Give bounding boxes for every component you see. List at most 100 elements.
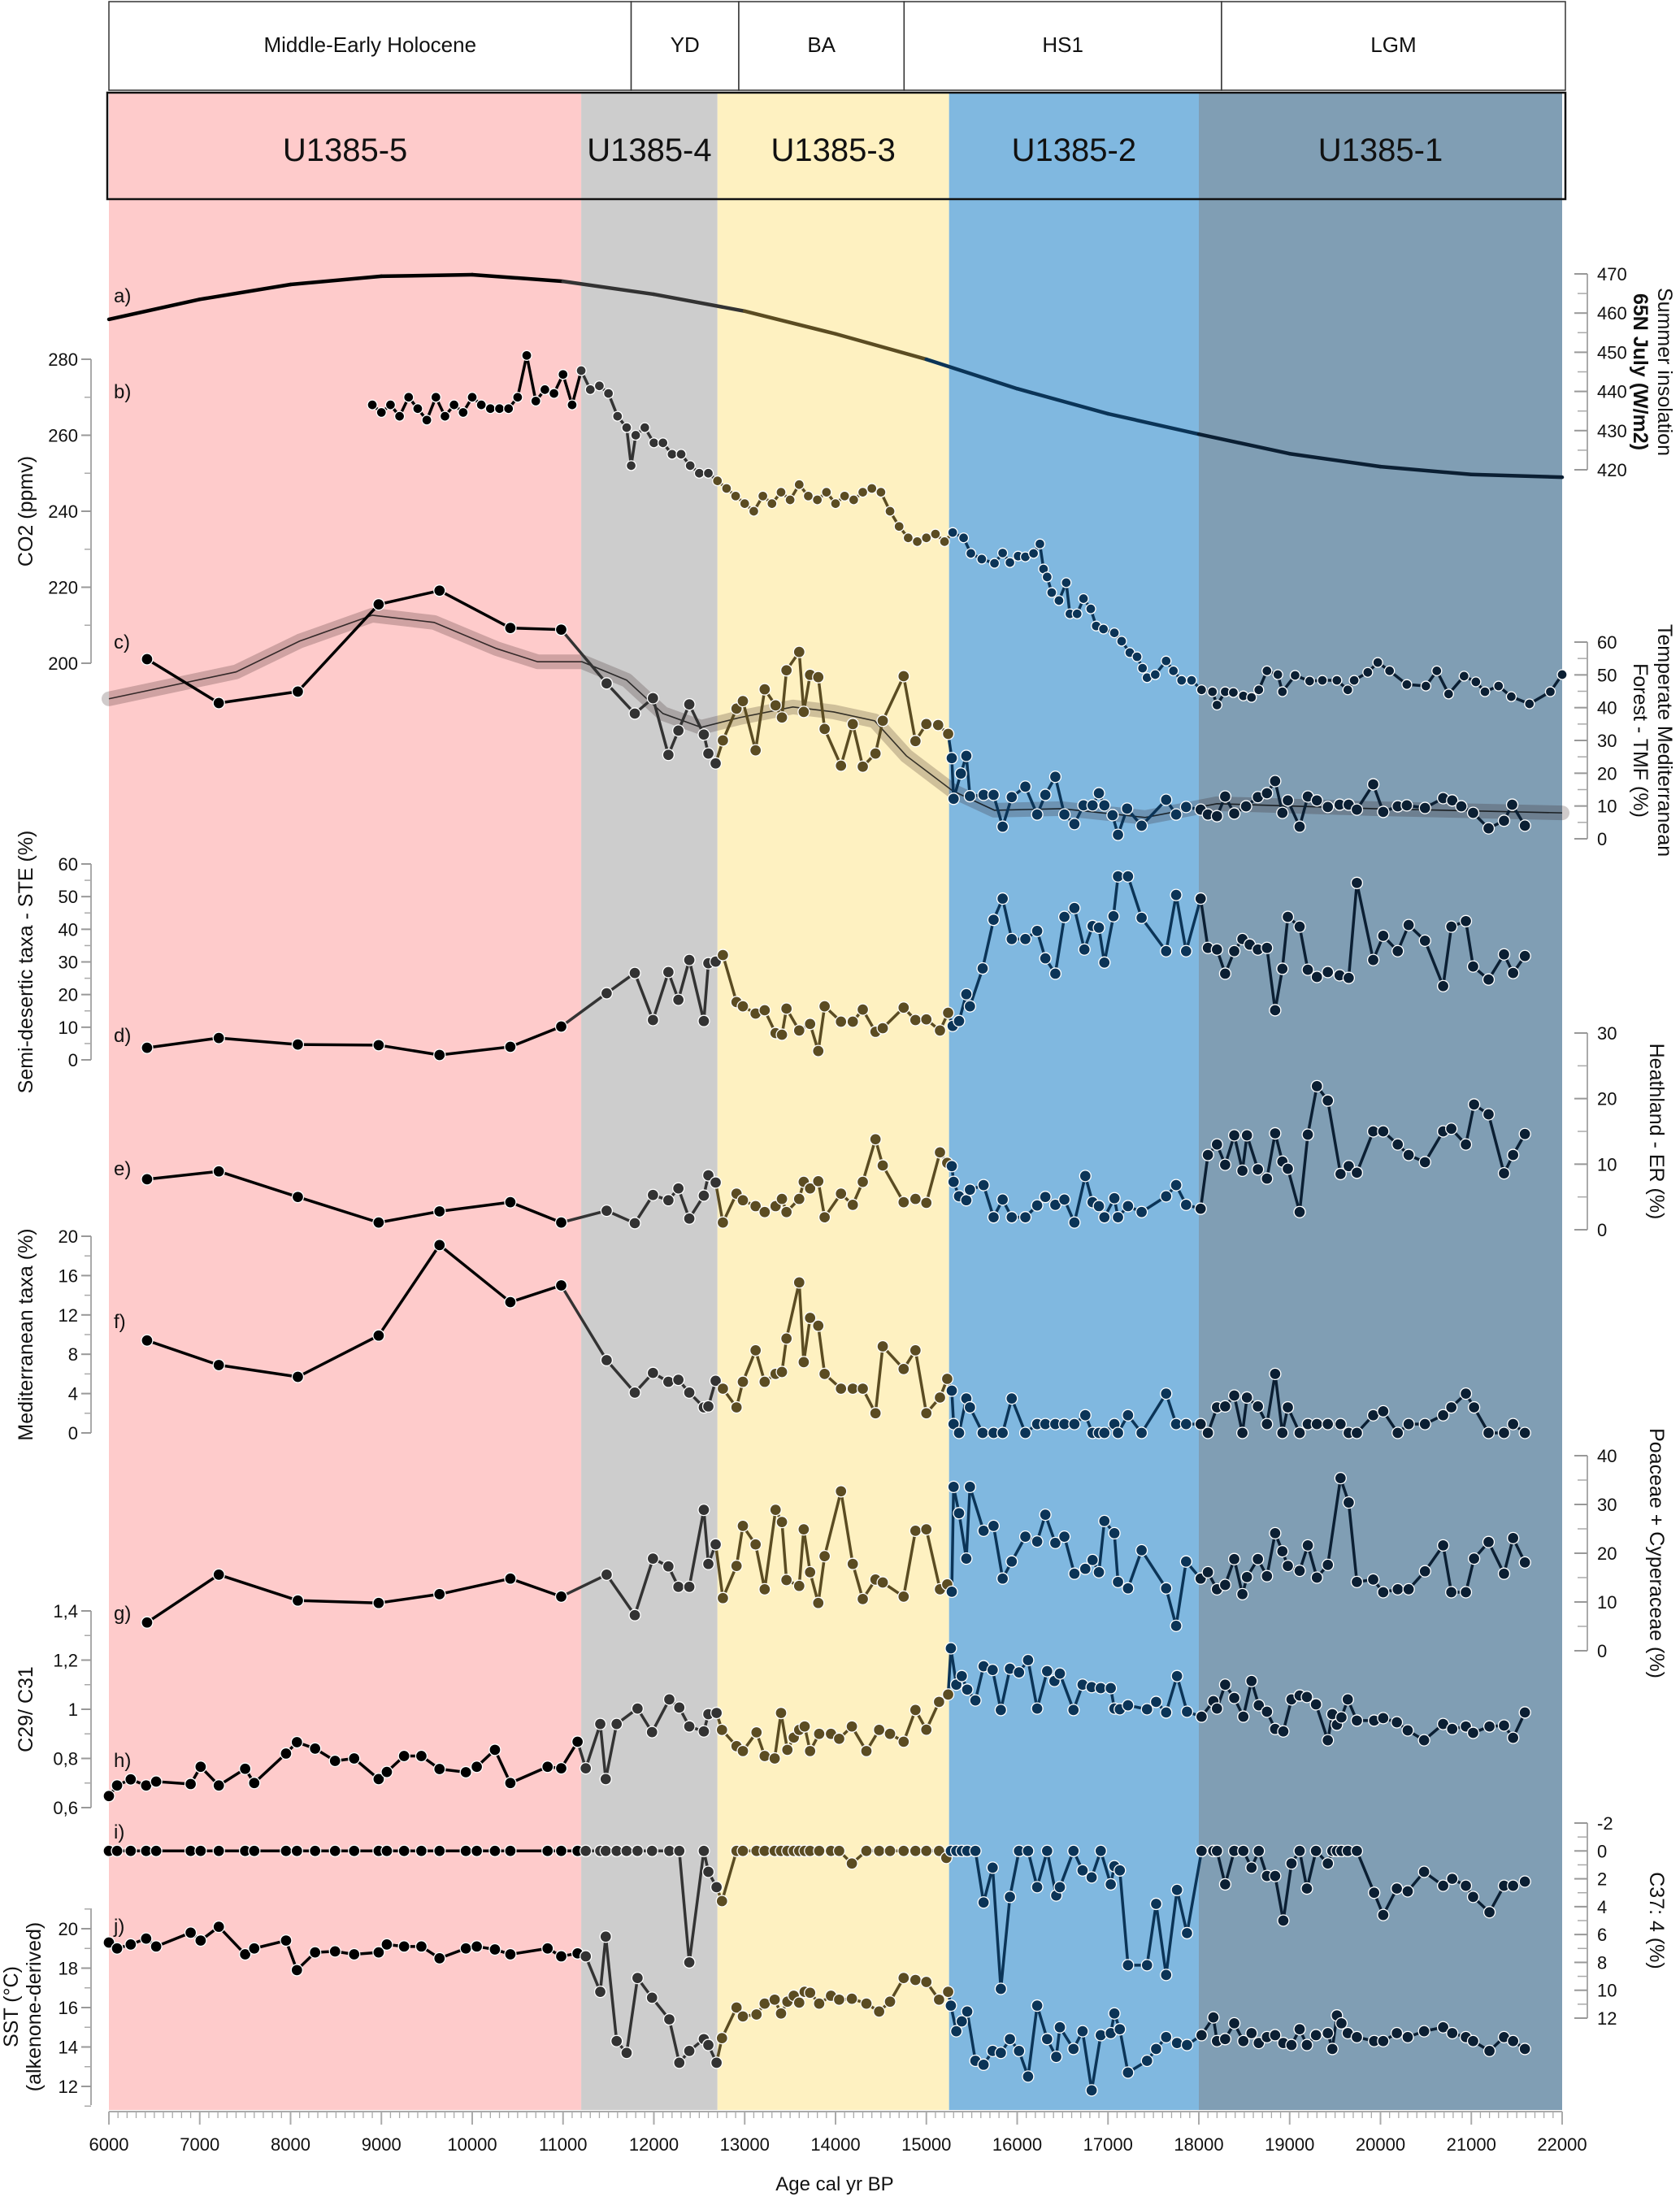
data-point — [1135, 1543, 1148, 1557]
period-label: Middle-Early Holocene — [264, 33, 477, 57]
data-point — [775, 2007, 788, 2020]
data-point — [646, 1552, 660, 1565]
data-point — [1455, 800, 1468, 813]
series-e-segment — [438, 1200, 512, 1213]
data-point — [630, 429, 641, 441]
series-h-segment — [946, 1647, 953, 1696]
data-point — [433, 1762, 446, 1776]
series-e-segment — [1265, 1131, 1277, 1180]
data-point — [504, 1777, 517, 1790]
data-point — [393, 410, 406, 422]
tick-label: 1,2 — [53, 1651, 78, 1671]
data-point — [1350, 1714, 1364, 1727]
data-point — [1366, 1573, 1380, 1587]
data-point — [932, 1695, 946, 1708]
period-box — [630, 1, 740, 91]
data-point — [1276, 1544, 1289, 1558]
data-point — [124, 1844, 137, 1857]
series-h-segment — [253, 1752, 288, 1785]
data-point — [883, 1844, 896, 1857]
panel-label-b: b) — [114, 381, 131, 403]
data-point — [504, 1572, 517, 1585]
data-point — [348, 1844, 361, 1857]
data-point — [1240, 1570, 1253, 1584]
data-point — [813, 1844, 826, 1857]
panel-label-e: e) — [114, 1158, 131, 1180]
data-point — [1179, 801, 1193, 814]
data-point — [1466, 1726, 1480, 1739]
series-a-segment — [1015, 386, 1110, 416]
data-point — [996, 820, 1009, 833]
data-point — [749, 1344, 762, 1357]
data-point — [1218, 1678, 1232, 1691]
data-point — [1301, 1539, 1314, 1552]
data-point — [960, 1194, 973, 1207]
data-point — [1261, 665, 1273, 676]
data-point — [1285, 2038, 1298, 2051]
data-point — [1239, 800, 1252, 813]
tick-label: 40 — [1597, 1446, 1617, 1466]
data-point — [846, 1557, 859, 1570]
series-d-segment — [438, 1045, 512, 1057]
data-point — [150, 1844, 163, 1857]
data-point — [1078, 943, 1091, 956]
data-point — [1459, 1586, 1473, 1599]
series-e-segment — [1464, 1103, 1476, 1146]
data-point — [856, 1003, 870, 1016]
data-point — [893, 521, 905, 532]
data-point — [1335, 2016, 1348, 2030]
data-point — [1436, 979, 1450, 992]
data-point — [600, 987, 614, 1000]
data-point — [1227, 1552, 1241, 1565]
data-point — [541, 1844, 554, 1857]
data-point — [280, 1844, 293, 1857]
data-point — [648, 437, 660, 449]
tick-label: 0 — [1597, 1220, 1607, 1240]
x-tick-label: 21000 — [1447, 2134, 1496, 2155]
data-point — [1289, 670, 1301, 681]
data-point — [1180, 1926, 1194, 1940]
data-point — [1104, 1878, 1118, 1891]
data-point — [238, 1947, 252, 1961]
data-point — [1377, 2034, 1390, 2047]
series-h-segment — [1165, 1674, 1179, 1714]
data-point — [212, 1844, 225, 1857]
data-point — [949, 2025, 963, 2038]
data-point — [933, 1024, 947, 1037]
period-box — [1221, 1, 1566, 91]
data-point — [941, 727, 955, 740]
series-j-segment — [598, 1934, 608, 1994]
data-point — [1140, 1703, 1153, 1716]
data-point — [348, 1947, 361, 1961]
data-point — [1135, 911, 1148, 924]
data-point — [212, 1358, 225, 1372]
data-point — [631, 1702, 645, 1715]
data-point — [1109, 627, 1120, 639]
data-point — [709, 1176, 723, 1189]
data-point — [372, 1039, 385, 1052]
data-point — [1482, 822, 1496, 835]
data-point — [1459, 1879, 1473, 1892]
tick-label: 14 — [59, 2038, 78, 2058]
data-point — [701, 1865, 715, 1878]
data-point — [860, 1844, 873, 1857]
series-h-segment — [509, 1765, 549, 1785]
data-point — [238, 1762, 252, 1775]
data-point — [1104, 1682, 1118, 1695]
data-point — [1179, 1555, 1193, 1568]
series-g-segment — [817, 1554, 827, 1604]
tick-label: 30 — [1597, 731, 1617, 751]
data-point — [697, 1014, 710, 1027]
series-a-segment — [652, 292, 747, 314]
series-i-segment — [678, 1849, 691, 1964]
x-tick-label: 14000 — [810, 2134, 860, 2155]
series-f-segment — [797, 1281, 805, 1364]
data-point — [1322, 966, 1335, 979]
series-g-segment — [957, 1512, 968, 1561]
data-point — [1497, 1567, 1511, 1580]
tick-label: 470 — [1597, 264, 1627, 284]
data-point — [987, 914, 1001, 927]
tick-label: 30 — [59, 953, 78, 973]
data-point — [769, 699, 782, 712]
